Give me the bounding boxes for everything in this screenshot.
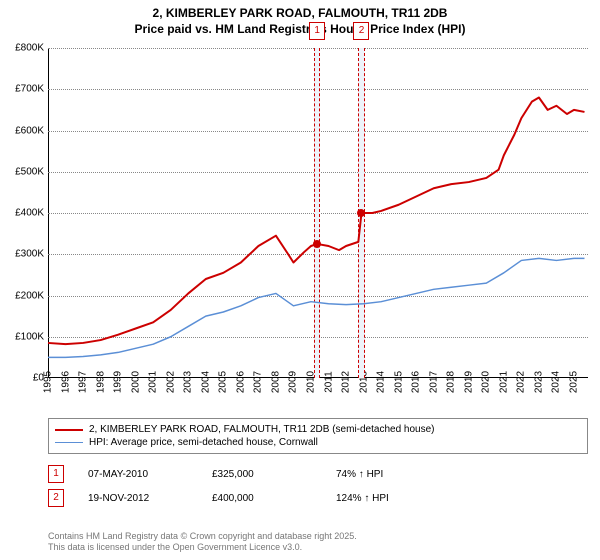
y-tick-label: £600K: [15, 125, 44, 136]
sales-table: 1 07-MAY-2010 £325,000 74% ↑ HPI 2 19-NO…: [48, 462, 588, 510]
title-line2: Price paid vs. HM Land Registry's House …: [0, 22, 600, 38]
sale-hpi-1: 74% ↑ HPI: [336, 469, 436, 480]
sale-marker-number: 1: [309, 22, 325, 40]
sale-marker-number: 2: [353, 22, 369, 40]
sale-dot: [357, 209, 365, 217]
line-layer: [48, 48, 588, 378]
legend-row-property: 2, KIMBERLEY PARK ROAD, FALMOUTH, TR11 2…: [55, 423, 581, 436]
series-hpi: [48, 258, 584, 357]
legend-label-hpi: HPI: Average price, semi-detached house,…: [89, 437, 318, 448]
y-tick-label: £100K: [15, 331, 44, 342]
y-tick-label: £500K: [15, 166, 44, 177]
chart-area: £0£100K£200K£300K£400K£500K£600K£700K£80…: [48, 48, 588, 378]
chart-container: 2, KIMBERLEY PARK ROAD, FALMOUTH, TR11 2…: [0, 0, 600, 560]
legend-row-hpi: HPI: Average price, semi-detached house,…: [55, 436, 581, 449]
sale-date-2: 19-NOV-2012: [88, 493, 188, 504]
sale-price-2: £400,000: [212, 493, 312, 504]
sale-row-2: 2 19-NOV-2012 £400,000 124% ↑ HPI: [48, 486, 588, 510]
sale-dot: [313, 240, 321, 248]
y-tick-label: £400K: [15, 208, 44, 219]
legend-box: 2, KIMBERLEY PARK ROAD, FALMOUTH, TR11 2…: [48, 418, 588, 454]
footer-note: Contains HM Land Registry data © Crown c…: [48, 531, 357, 554]
legend-label-property: 2, KIMBERLEY PARK ROAD, FALMOUTH, TR11 2…: [89, 424, 435, 435]
sale-num-2: 2: [48, 489, 64, 507]
sale-price-1: £325,000: [212, 469, 312, 480]
series-property: [48, 98, 584, 345]
y-tick-label: £300K: [15, 249, 44, 260]
y-tick-label: £700K: [15, 84, 44, 95]
legend-swatch-hpi: [55, 442, 83, 443]
title-block: 2, KIMBERLEY PARK ROAD, FALMOUTH, TR11 2…: [0, 0, 600, 37]
footer-line2: This data is licensed under the Open Gov…: [48, 542, 357, 554]
title-line1: 2, KIMBERLEY PARK ROAD, FALMOUTH, TR11 2…: [0, 6, 600, 22]
sale-row-1: 1 07-MAY-2010 £325,000 74% ↑ HPI: [48, 462, 588, 486]
sale-hpi-2: 124% ↑ HPI: [336, 493, 436, 504]
y-tick-label: £800K: [15, 43, 44, 54]
y-tick-label: £200K: [15, 290, 44, 301]
footer-line1: Contains HM Land Registry data © Crown c…: [48, 531, 357, 543]
sale-date-1: 07-MAY-2010: [88, 469, 188, 480]
legend-swatch-property: [55, 429, 83, 431]
sale-num-1: 1: [48, 465, 64, 483]
